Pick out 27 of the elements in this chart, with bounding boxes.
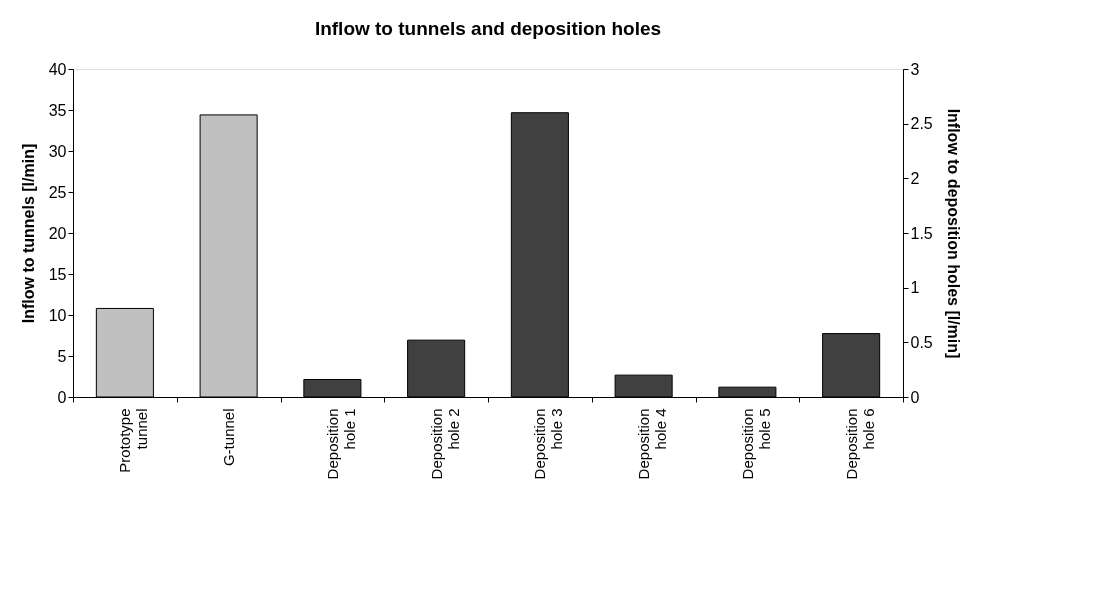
y-tick-label: 40: [48, 60, 67, 78]
y-tick-label: 20: [48, 224, 67, 242]
y2-tick-label: 1: [910, 279, 920, 297]
chart-title: Inflow to tunnels and deposition holes: [314, 18, 662, 39]
x-tick-label: Deposition hole 1: [323, 408, 358, 480]
y-tick-label: 0: [57, 388, 67, 406]
y2-tick-label: 2: [910, 169, 920, 187]
y-tick-label: 10: [48, 306, 67, 324]
x-tick-label: Deposition hole 3: [531, 408, 566, 480]
y2-tick-label: 1.5: [910, 224, 933, 242]
y2-tick-label: 0.5: [910, 333, 933, 351]
x-tick-label: Deposition hole 2: [427, 408, 462, 480]
y-tick-label: 15: [48, 265, 67, 283]
y2-axis-title: Inflow to deposition holes [l/min]: [944, 108, 962, 359]
y-tick-label: 5: [57, 347, 67, 365]
y2-tick-label: 0: [910, 388, 920, 406]
y-tick-label: 25: [48, 183, 67, 201]
y2-tick-label: 3: [910, 60, 920, 78]
x-tick-label: Deposition hole 5: [738, 408, 773, 480]
y-tick-label: 35: [48, 101, 67, 119]
y-tick-label: 30: [48, 142, 67, 160]
y2-tick-label: 2.5: [910, 115, 933, 133]
x-tick-label: Deposition hole 4: [635, 408, 670, 480]
x-tick-label: G-tunnel: [220, 408, 238, 467]
x-tick-label: Prototype tunnel: [116, 408, 151, 473]
x-tick-label: Deposition hole 6: [842, 408, 877, 480]
y-axis-title: Inflow to tunnels [l/min]: [19, 143, 37, 324]
